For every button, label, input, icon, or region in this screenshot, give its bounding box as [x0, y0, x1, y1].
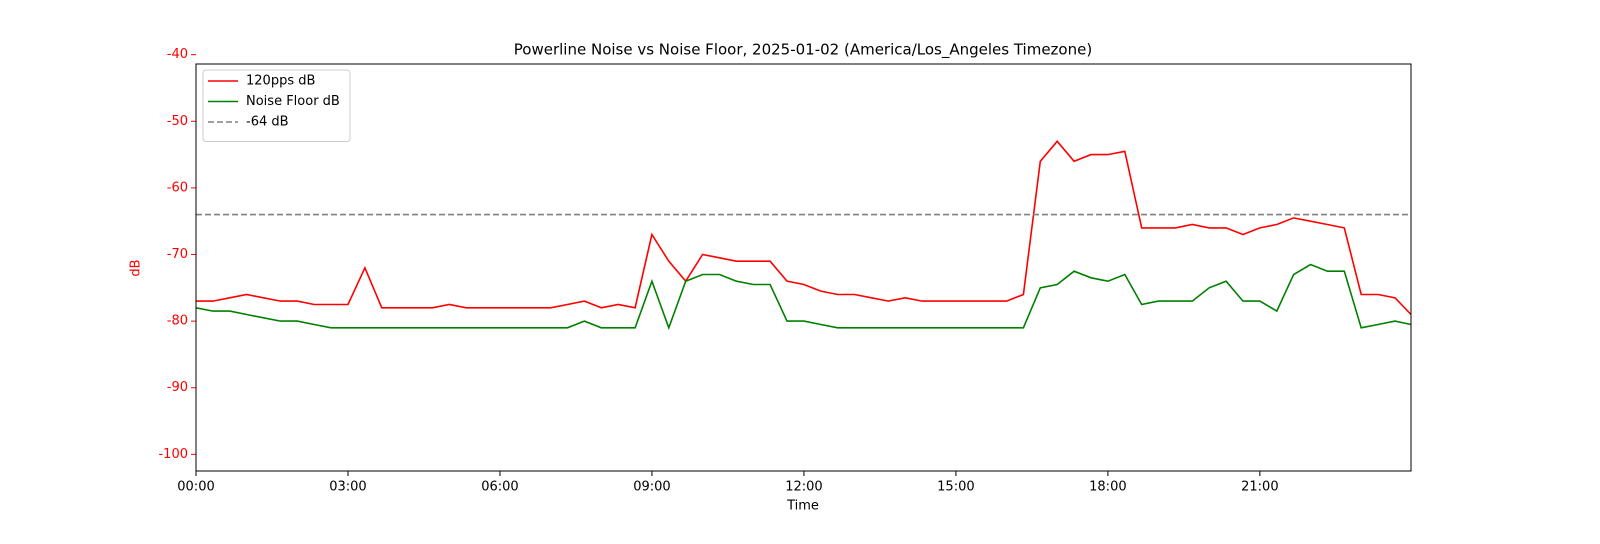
- y-tick-label: -40: [167, 47, 188, 62]
- legend-box: [202, 69, 351, 142]
- x-tick-label: 15:00: [937, 480, 974, 495]
- x-tick-label: 03:00: [329, 480, 366, 495]
- data-line: [196, 140, 1412, 316]
- x-tick-label: 21:00: [1241, 480, 1278, 495]
- y-tick-label: -90: [167, 380, 188, 395]
- x-tick-label: 18:00: [1089, 480, 1126, 495]
- legend-label: Noise Floor dB: [246, 94, 340, 109]
- x-tick-label: 12:00: [785, 480, 822, 495]
- x-axis-label: Time: [786, 499, 819, 514]
- y-tick-label: -60: [167, 180, 188, 195]
- y-axis-label: dB: [129, 259, 144, 276]
- x-tick-label: 06:00: [481, 480, 518, 495]
- y-tick-label: -80: [167, 314, 188, 329]
- legend-label: -64 dB: [246, 115, 289, 130]
- x-tick-label: 00:00: [177, 480, 214, 495]
- y-tick-label: -50: [167, 114, 188, 129]
- y-tick-label: -70: [167, 247, 188, 262]
- plot-frame: [195, 63, 1412, 472]
- legend-label: 120pps dB: [246, 74, 315, 89]
- x-tick-label: 09:00: [633, 480, 670, 495]
- y-tick-label: -100: [158, 447, 188, 462]
- data-line: [195, 263, 1412, 331]
- chart-title: Powerline Noise vs Noise Floor, 2025-01-…: [514, 41, 1092, 60]
